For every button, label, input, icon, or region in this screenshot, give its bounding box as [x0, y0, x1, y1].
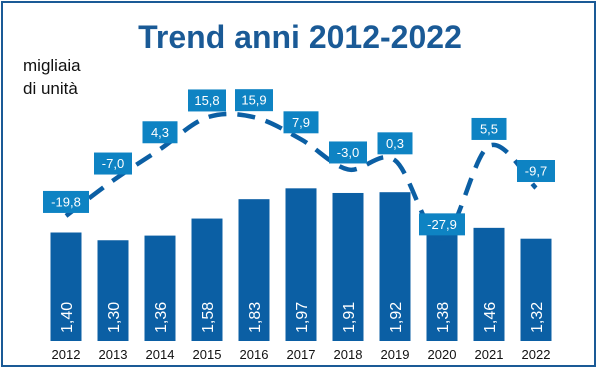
trend-line — [64, 111, 538, 241]
bar-2018 — [332, 192, 364, 341]
chart-title: Trend anni 2012-2022 — [138, 19, 462, 55]
bar-2015 — [191, 218, 223, 341]
pct-labels-group: -19,8 -7,0 4,3 15,8 15,9 7,9 -3,0 0,3 -27,9 5,5 -9… — [43, 89, 555, 236]
bar-value-label: 1,91 — [341, 302, 358, 333]
trend-line-group — [64, 111, 538, 241]
bar-value-label: 1,36 — [153, 302, 170, 333]
bar-2016 — [238, 199, 270, 341]
pct-label-box — [94, 152, 132, 175]
x-tick-label: 2020 — [428, 347, 457, 362]
pct-label-box — [142, 121, 178, 144]
bar-value-label: 1,32 — [529, 302, 546, 333]
pct-label-box — [188, 89, 226, 112]
bar-value-label: 1,46 — [482, 302, 499, 333]
x-tick-label: 2013 — [99, 347, 128, 362]
pct-label: -27,9 — [427, 217, 457, 232]
pct-label: -9,7 — [525, 164, 547, 179]
bar-2021 — [473, 227, 505, 341]
bar-value-label: 1,97 — [294, 302, 311, 333]
pct-label: 0,3 — [386, 136, 404, 151]
pct-label-box — [471, 117, 507, 140]
bar-value-label: 1,30 — [106, 302, 123, 333]
x-tick-label: 2014 — [146, 347, 175, 362]
bar-2013 — [97, 240, 129, 341]
bar-value-label: 1,58 — [200, 302, 217, 333]
bar-value-label: 1,38 — [435, 302, 452, 333]
bar-value-label: 1,83 — [247, 302, 264, 333]
pct-label-box — [419, 213, 465, 236]
pct-label: -3,0 — [337, 145, 359, 160]
pct-label-box — [377, 132, 413, 155]
bars-group: 1,40 1,30 1,36 1,58 1,83 1,97 1,91 1,92 1,38 1,46… — [50, 188, 552, 341]
pct-label: 15,8 — [194, 93, 219, 108]
unit-label-line2: di unità — [23, 79, 78, 98]
bar-2012 — [50, 232, 82, 341]
x-tick-label: 2018 — [334, 347, 363, 362]
x-tick-label: 2022 — [522, 347, 551, 362]
pct-label: 15,9 — [241, 93, 266, 108]
pct-label: 5,5 — [480, 121, 498, 136]
pct-label: -19,8 — [51, 194, 81, 209]
bar-2014 — [144, 235, 176, 341]
pct-label: 4,3 — [151, 125, 169, 140]
pct-label-box — [235, 89, 273, 112]
bar-value-label: 1,92 — [388, 302, 405, 333]
pct-label-box — [329, 141, 367, 164]
bar-2019 — [379, 192, 411, 341]
bar-2017 — [285, 188, 317, 341]
pct-label-box — [43, 190, 89, 213]
x-tick-label: 2012 — [52, 347, 81, 362]
x-tick-label: 2019 — [381, 347, 410, 362]
x-ticks-group: 2012 2013 2014 2015 2016 2017 2018 2019 2020 2021… — [52, 347, 551, 362]
pct-label-box — [517, 160, 555, 183]
x-tick-label: 2016 — [240, 347, 269, 362]
bar-2020 — [426, 234, 458, 341]
pct-label: 7,9 — [292, 115, 310, 130]
unit-label-line1: migliaia — [23, 56, 81, 75]
x-tick-label: 2021 — [475, 347, 504, 362]
bar-value-label: 1,40 — [59, 302, 76, 333]
x-tick-label: 2017 — [287, 347, 316, 362]
pct-label-box — [283, 111, 319, 134]
bar-2022 — [520, 238, 552, 341]
x-tick-label: 2015 — [193, 347, 222, 362]
pct-label: -7,0 — [102, 156, 124, 171]
